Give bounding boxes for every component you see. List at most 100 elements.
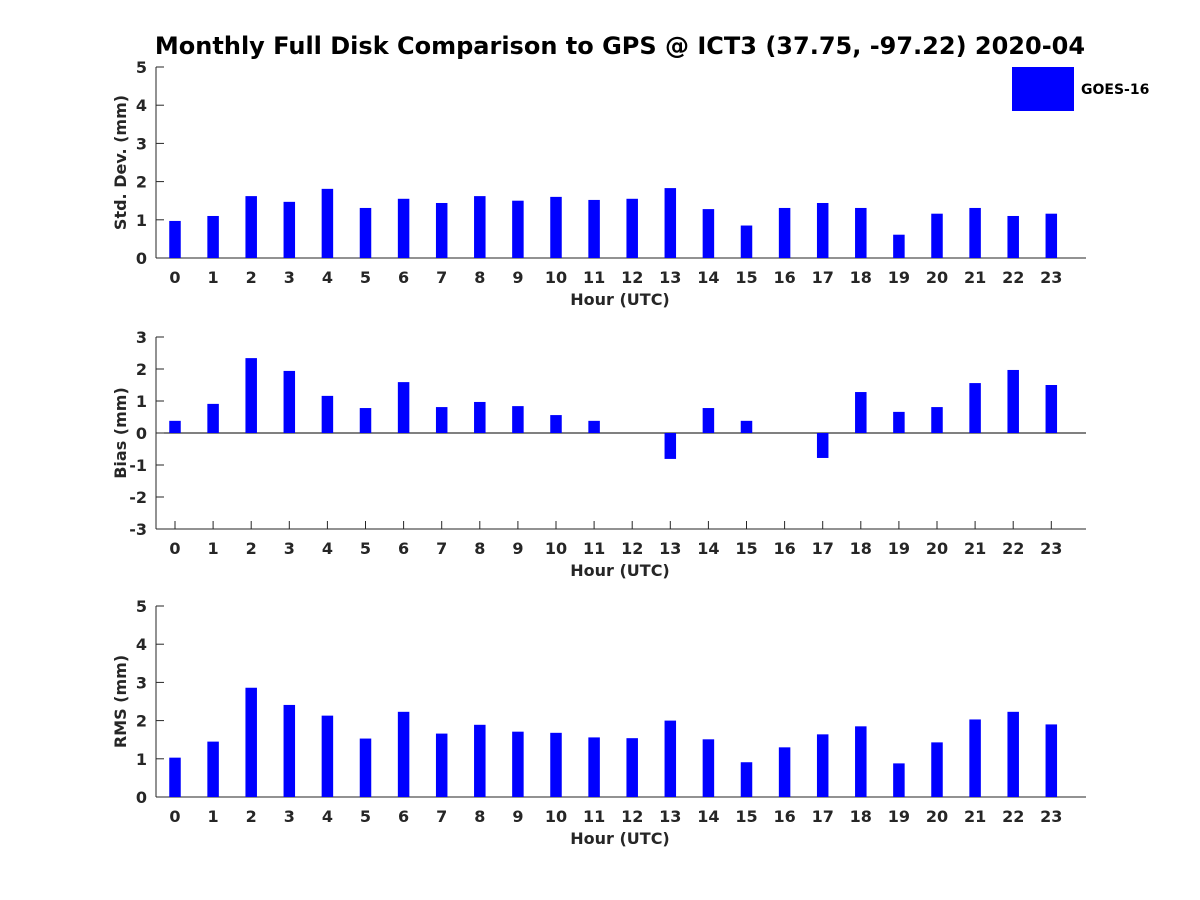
x-tick-label: 3 (284, 268, 295, 287)
x-tick-label: 16 (773, 268, 795, 287)
x-tick-label: 22 (1002, 539, 1024, 558)
y-tick-label: 3 (136, 328, 147, 347)
bar-hour-8 (474, 196, 486, 258)
y-tick-label: 4 (136, 635, 147, 654)
y-tick-label: 3 (136, 673, 147, 692)
x-tick-label: 17 (812, 539, 834, 558)
bar-hour-17 (816, 734, 829, 797)
x-tick-label: 11 (583, 268, 605, 287)
bar-hour-19 (893, 234, 905, 258)
bar-hour-16 (778, 207, 791, 258)
x-tick-label: 6 (398, 807, 409, 826)
x-tick-label: 17 (812, 268, 834, 287)
y-tick-label: 1 (136, 750, 147, 769)
x-tick-label: 11 (583, 807, 605, 826)
legend: GOES-16 (1012, 67, 1149, 111)
bar-hour-7 (435, 407, 448, 433)
bar-hour-18 (855, 207, 867, 258)
y-axis-label: RMS (mm) (111, 655, 130, 748)
x-tick-label: 5 (360, 539, 371, 558)
bar-hour-12 (626, 738, 638, 797)
x-tick-label: 21 (964, 807, 986, 826)
x-tick-label: 1 (208, 807, 219, 826)
x-tick-label: 7 (436, 539, 447, 558)
y-tick-label: -3 (129, 520, 147, 539)
bar-hour-10 (550, 196, 562, 258)
bar-hour-1 (207, 741, 219, 797)
x-tick-label: 15 (735, 807, 757, 826)
bar-hour-6 (397, 382, 410, 433)
bar-hour-14 (702, 739, 715, 797)
bar-hour-15 (740, 225, 753, 258)
bar-hour-22 (1007, 711, 1019, 797)
x-tick-label: 23 (1040, 807, 1062, 826)
x-tick-label: 10 (545, 807, 567, 826)
bar-hour-15 (740, 762, 753, 797)
x-tick-label: 14 (697, 268, 719, 287)
x-tick-label: 13 (659, 268, 681, 287)
y-tick-label: 5 (136, 58, 147, 77)
x-tick-label: 20 (926, 268, 948, 287)
x-tick-label: 20 (926, 807, 948, 826)
x-tick-label: 21 (964, 539, 986, 558)
bar-hour-3 (283, 370, 296, 433)
bar-hour-6 (397, 198, 410, 258)
chart-title: Monthly Full Disk Comparison to GPS @ IC… (155, 32, 1085, 60)
bar-hour-2 (245, 358, 257, 433)
bar-hour-5 (359, 207, 372, 258)
bar-hour-12 (626, 198, 638, 258)
x-tick-label: 8 (474, 807, 485, 826)
x-tick-label: 12 (621, 268, 643, 287)
bar-hour-1 (207, 215, 219, 258)
x-tick-label: 1 (208, 539, 219, 558)
x-tick-label: 10 (545, 268, 567, 287)
y-tick-label: 2 (136, 173, 147, 192)
bar-hour-17 (816, 202, 829, 258)
bar-hour-19 (893, 411, 905, 433)
x-tick-label: 15 (735, 539, 757, 558)
bar-hour-8 (474, 401, 486, 433)
bar-hour-18 (855, 392, 867, 433)
x-tick-label: 5 (360, 807, 371, 826)
bar-hour-5 (359, 738, 372, 797)
x-tick-label: 4 (322, 539, 333, 558)
bar-hour-11 (588, 420, 600, 433)
bar-hour-23 (1045, 213, 1058, 258)
bar-hour-20 (931, 213, 943, 258)
x-tick-label: 20 (926, 539, 948, 558)
bar-hour-5 (359, 408, 372, 433)
x-tick-label: 18 (850, 539, 872, 558)
x-tick-label: 22 (1002, 268, 1024, 287)
bar-hour-11 (588, 737, 600, 797)
x-tick-label: 19 (888, 268, 910, 287)
bar-hour-0 (169, 420, 181, 433)
bar-hour-7 (435, 202, 448, 258)
y-axis-label: Std. Dev. (mm) (111, 95, 130, 230)
bar-hour-18 (855, 726, 867, 797)
bar-hour-23 (1045, 724, 1058, 797)
x-tick-label: 12 (621, 539, 643, 558)
bar-hour-14 (702, 209, 715, 258)
x-tick-label: 3 (284, 807, 295, 826)
bar-hour-3 (283, 201, 296, 258)
x-tick-label: 17 (812, 807, 834, 826)
bar-hour-23 (1045, 385, 1058, 433)
y-tick-label: 3 (136, 134, 147, 153)
bar-hour-21 (969, 719, 981, 797)
bar-hour-4 (321, 715, 334, 797)
x-tick-label: 2 (246, 539, 257, 558)
x-tick-label: 3 (284, 539, 295, 558)
bar-hour-2 (245, 687, 257, 797)
bar-hour-19 (893, 763, 905, 797)
bar-hour-11 (588, 199, 600, 258)
bar-hour-9 (512, 200, 524, 258)
x-tick-label: 1 (208, 268, 219, 287)
bar-hour-21 (969, 383, 981, 433)
y-tick-label: 2 (136, 360, 147, 379)
x-tick-label: 8 (474, 539, 485, 558)
x-tick-label: 6 (398, 539, 409, 558)
x-tick-label: 8 (474, 268, 485, 287)
